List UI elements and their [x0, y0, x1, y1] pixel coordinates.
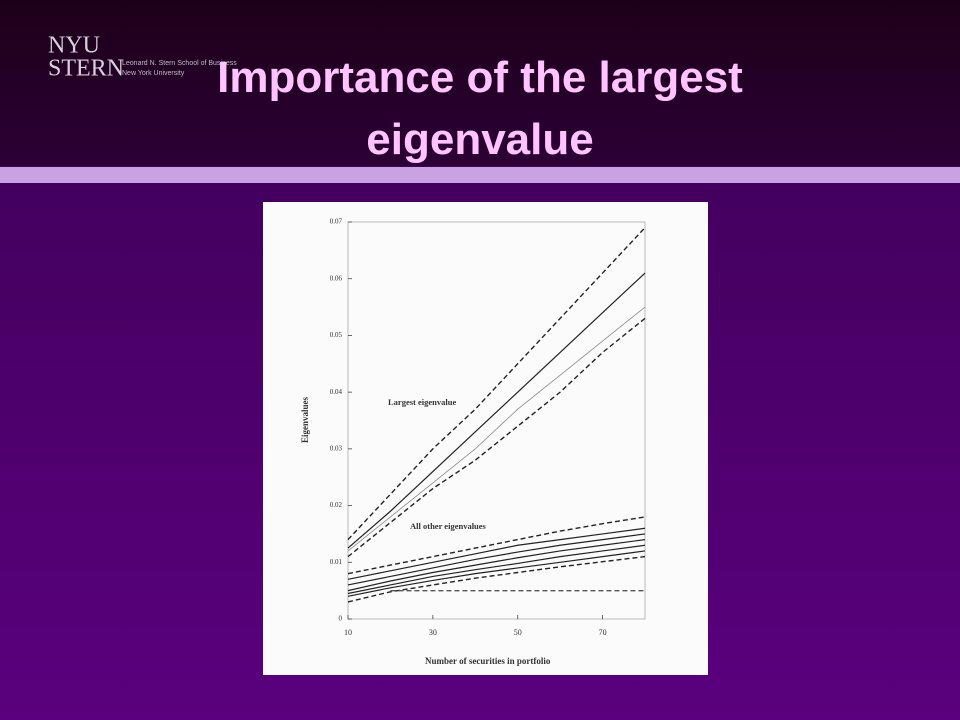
series-line	[347, 272, 646, 549]
logo-line: New York University	[122, 70, 185, 77]
series-line	[347, 533, 646, 586]
x-tick-label: 30	[429, 628, 437, 637]
series-line	[347, 516, 646, 575]
x-tick-label: 10	[344, 628, 352, 637]
series-line	[347, 317, 646, 558]
x-axis-label: Number of securities in portfolio	[425, 656, 551, 666]
series-line	[347, 555, 646, 603]
header-band	[0, 0, 960, 166]
series-line	[347, 306, 646, 552]
y-tick-label: 0.04	[330, 388, 343, 396]
y-tick-label: 0.06	[330, 274, 343, 282]
series-line	[347, 527, 646, 580]
y-tick-label: 0.01	[330, 558, 343, 566]
chart: Number of securities in portfolio Eigenv…	[300, 218, 646, 666]
y-tick-label: 0.03	[330, 444, 343, 452]
series-line	[347, 227, 646, 541]
y-tick-label: 0.07	[330, 218, 343, 226]
y-tick-label: 0	[339, 615, 343, 623]
logo-line: Leonard N. Stern School of Business	[122, 60, 237, 67]
y-tick-label: 0.05	[330, 331, 343, 339]
header-stripe	[0, 167, 960, 183]
series-line	[347, 539, 646, 592]
x-tick-label: 50	[514, 628, 522, 637]
chart-image	[263, 202, 708, 675]
series-line	[347, 550, 646, 597]
logo-bottom: STERN	[48, 56, 124, 82]
y-axis-label: Eigenvalues	[300, 397, 310, 444]
slide-title: Importance of the largest eigenvalue	[217, 53, 743, 164]
logo-top: NYU	[48, 33, 100, 59]
annotation: Largest eigenvalue	[388, 397, 456, 407]
annotation: All other eigenvalues	[410, 521, 487, 531]
x-tick-label: 70	[599, 628, 607, 637]
y-tick-label: 0.02	[330, 501, 343, 509]
series-line	[347, 544, 646, 595]
plot-frame	[347, 221, 646, 620]
